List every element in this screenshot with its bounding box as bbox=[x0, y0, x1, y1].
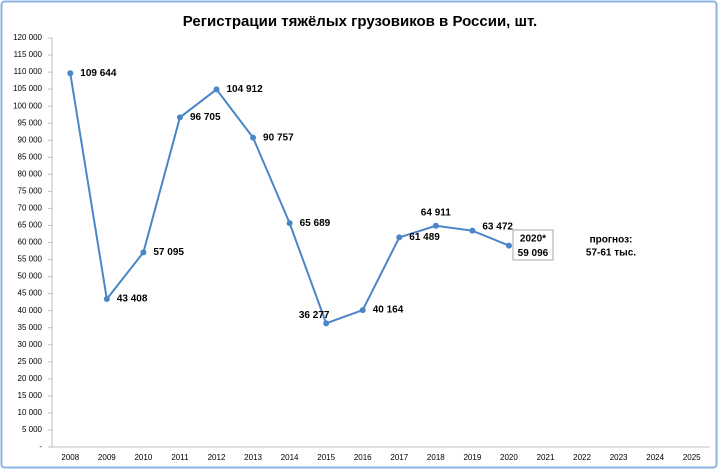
data-label: 43 408 bbox=[117, 294, 148, 305]
point bbox=[176, 114, 183, 121]
x-tick-label: 2014 bbox=[281, 453, 299, 462]
y-tick-label: 30 000 bbox=[18, 340, 43, 349]
y-tick-label: 60 000 bbox=[18, 238, 43, 247]
point bbox=[469, 227, 476, 234]
y-tick-label: 25 000 bbox=[18, 357, 43, 366]
data-label: 90 757 bbox=[263, 132, 294, 143]
x-tick-label: 2020 bbox=[500, 453, 518, 462]
x-tick-label: 2016 bbox=[354, 453, 372, 462]
y-tick-label: 100 000 bbox=[13, 101, 42, 110]
x-tick-label: 2022 bbox=[573, 453, 591, 462]
data-label: 64 911 bbox=[421, 207, 451, 218]
y-tick-label: 95 000 bbox=[18, 118, 43, 127]
annotation-box bbox=[512, 229, 554, 261]
x-tick-label: 2019 bbox=[463, 453, 481, 462]
x-tick-label: 2021 bbox=[537, 453, 555, 462]
data-label: 61 489 bbox=[409, 232, 440, 243]
y-tick-label: 115 000 bbox=[14, 50, 43, 59]
y-tick-label: 85 000 bbox=[18, 152, 43, 161]
x-tick-label: 2011 bbox=[171, 453, 189, 462]
y-tick-label: 110 000 bbox=[14, 67, 43, 76]
y-tick-label: 15 000 bbox=[18, 391, 43, 400]
point bbox=[286, 220, 293, 227]
x-tick-label: 2017 bbox=[390, 453, 408, 462]
x-tick-label: 2010 bbox=[134, 453, 152, 462]
data-label: 36 277 bbox=[299, 310, 330, 321]
y-tick-label: 105 000 bbox=[13, 84, 42, 93]
y-tick-label: 75 000 bbox=[18, 186, 43, 195]
y-tick-label: 120 000 bbox=[13, 33, 42, 42]
point bbox=[505, 242, 512, 249]
point bbox=[250, 134, 257, 141]
x-tick-label: 2018 bbox=[427, 453, 445, 462]
y-tick-label: 50 000 bbox=[18, 272, 43, 281]
x-tick-label: 2013 bbox=[244, 453, 262, 462]
x-tick-label: 2025 bbox=[683, 453, 701, 462]
y-tick-label: 20 000 bbox=[18, 374, 43, 383]
data-label: 65 689 bbox=[300, 218, 331, 229]
y-tick-label: 5 000 bbox=[22, 425, 43, 434]
annotation: прогноз: bbox=[590, 235, 633, 246]
y-tick-label: 35 000 bbox=[18, 323, 43, 332]
point bbox=[213, 86, 220, 93]
y-tick-label: 55 000 bbox=[18, 255, 43, 264]
y-tick-label: - bbox=[39, 442, 42, 451]
point bbox=[67, 70, 74, 77]
y-tick-label: 90 000 bbox=[18, 135, 43, 144]
y-tick-label: 65 000 bbox=[18, 221, 43, 230]
data-label: 96 705 bbox=[190, 112, 221, 123]
x-tick-label: 2015 bbox=[317, 453, 335, 462]
x-tick-label: 2023 bbox=[610, 453, 628, 462]
data-label: 109 644 bbox=[80, 68, 117, 79]
data-label: 59 096 bbox=[518, 248, 549, 259]
data-label: 104 912 bbox=[227, 84, 264, 95]
point bbox=[103, 296, 110, 303]
point bbox=[323, 320, 330, 327]
data-label: 57 095 bbox=[153, 247, 184, 258]
y-tick-label: 40 000 bbox=[18, 306, 43, 315]
y-tick-label: 80 000 bbox=[18, 169, 43, 178]
data-label: 63 472 bbox=[482, 221, 513, 232]
chart-title: Регистрации тяжёлых грузовиков в России,… bbox=[183, 13, 537, 30]
data-label: 40 164 bbox=[373, 305, 404, 316]
x-tick-label: 2008 bbox=[61, 453, 79, 462]
y-tick-label: 45 000 bbox=[18, 289, 43, 298]
annotation: 2020* bbox=[520, 234, 546, 245]
x-tick-label: 2012 bbox=[208, 453, 226, 462]
point bbox=[359, 307, 366, 314]
y-tick-label: 10 000 bbox=[18, 408, 43, 417]
annotation: 57-61 тыс. bbox=[586, 248, 636, 259]
x-tick-label: 2009 bbox=[98, 453, 116, 462]
point bbox=[396, 234, 403, 241]
x-tick-label: 2024 bbox=[646, 453, 664, 462]
point bbox=[432, 222, 439, 229]
point bbox=[140, 249, 147, 256]
y-tick-label: 70 000 bbox=[18, 204, 43, 213]
